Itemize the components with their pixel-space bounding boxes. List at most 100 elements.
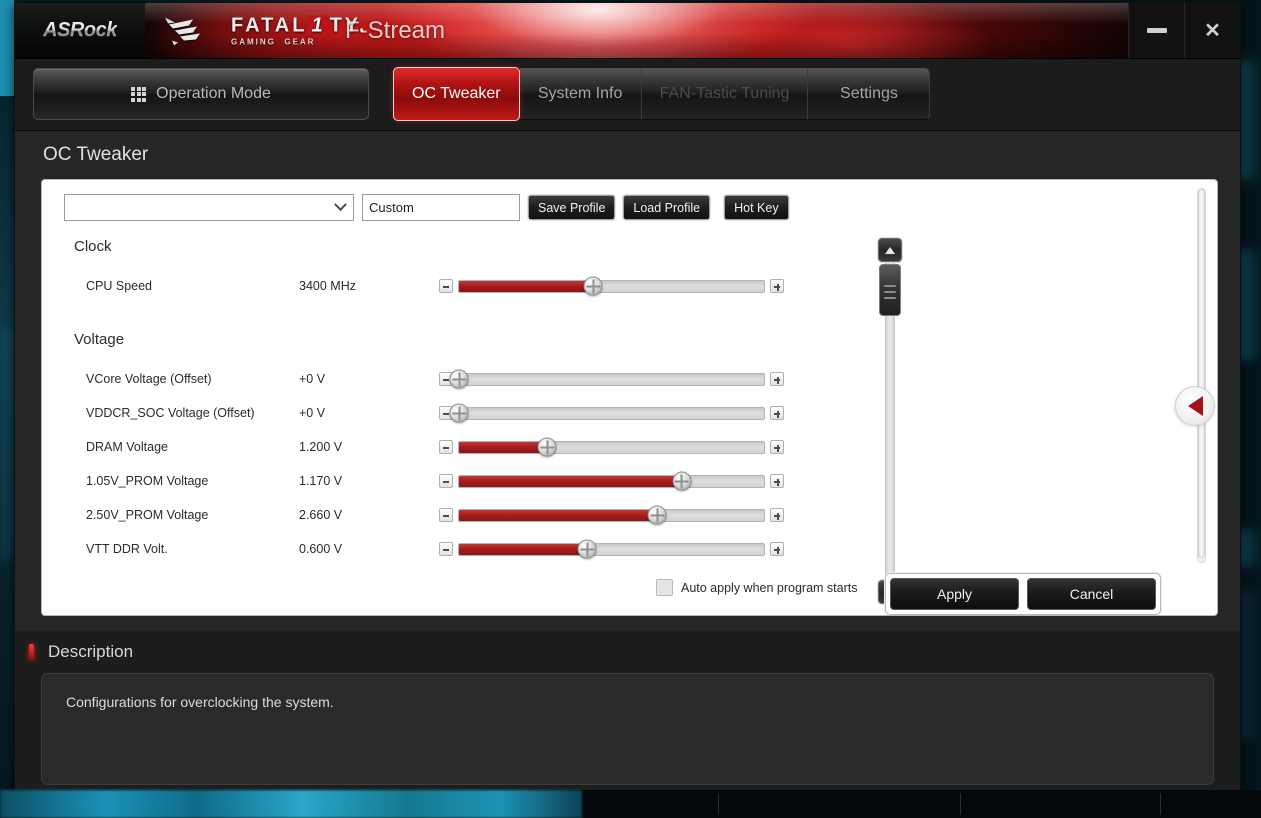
grid-icon	[131, 86, 147, 102]
slider-knob[interactable]	[537, 437, 557, 457]
tab-system-info-label: System Info	[537, 84, 623, 102]
close-icon: ✕	[1204, 19, 1221, 42]
profile-name-input[interactable]	[362, 194, 520, 221]
setting-label: DRAM Voltage	[86, 440, 168, 454]
cancel-button[interactable]: Cancel	[1027, 578, 1156, 610]
save-profile-button[interactable]: Save Profile	[528, 195, 616, 220]
setting-slider[interactable]	[439, 369, 784, 389]
setting-slider[interactable]	[439, 539, 784, 559]
slider-decrement-button[interactable]	[439, 440, 453, 454]
slider-decrement-button[interactable]	[439, 508, 453, 522]
tab-oc-tweaker[interactable]: OC Tweaker	[393, 67, 520, 121]
slider-track[interactable]	[458, 437, 765, 457]
setting-label: 2.50V_PROM Voltage	[86, 508, 209, 522]
scroll-up-button[interactable]	[878, 238, 902, 262]
fatality-mark-icon	[163, 16, 221, 46]
slider-increment-button[interactable]	[770, 372, 784, 386]
settings-scrollbar[interactable]	[878, 238, 902, 604]
slider-knob[interactable]	[647, 505, 667, 525]
section-heading: Clock	[74, 238, 112, 255]
slider-increment-button[interactable]	[770, 542, 784, 556]
profile-toolbar: Save Profile Load Profile Hot Key	[64, 194, 789, 221]
setting-value: 1.200 V	[299, 440, 343, 454]
chevron-down-icon	[334, 198, 347, 212]
auto-apply-checkbox[interactable]: Auto apply when program starts	[656, 579, 857, 596]
minimize-button[interactable]	[1128, 3, 1184, 58]
slider-track[interactable]	[458, 471, 765, 491]
description-text: Configurations for overclocking the syst…	[41, 673, 1214, 785]
setting-label: VDDCR_SOC Voltage (Offset)	[86, 406, 255, 420]
minimize-icon	[1146, 28, 1167, 33]
slider-increment-button[interactable]	[770, 406, 784, 420]
tab-fan-tastic-tuning: FAN-Tastic Tuning	[641, 68, 809, 120]
load-profile-button[interactable]: Load Profile	[623, 195, 711, 220]
slider-knob[interactable]	[577, 539, 597, 559]
asrock-wordmark: ASRock	[43, 19, 117, 41]
fatality-subtitle: GAMING GEAR	[231, 37, 316, 46]
slider-decrement-button[interactable]	[439, 542, 453, 556]
auto-apply-label: Auto apply when program starts	[681, 580, 858, 595]
tab-operation-mode-label: Operation Mode	[156, 85, 271, 102]
slider-increment-button[interactable]	[770, 508, 784, 522]
setting-row: DRAM Voltage 1.200 V	[42, 430, 870, 464]
settings-scroll-area: Clock CPU Speed 3400 MHz Voltage VCore Volta…	[42, 232, 870, 584]
main-panel-container: Save Profile Load Profile Hot Key Clock C…	[15, 179, 1240, 629]
page-title: OC Tweaker	[15, 131, 1240, 179]
tab-system-info[interactable]: System Info	[519, 68, 642, 120]
setting-slider[interactable]	[439, 437, 784, 457]
slider-knob[interactable]	[583, 276, 603, 296]
tab-group: OC Tweaker System Info FAN-Tastic Tuning…	[393, 67, 931, 122]
oc-tweaker-panel: Save Profile Load Profile Hot Key Clock C…	[41, 179, 1218, 616]
setting-value: 2.660 V	[299, 508, 343, 522]
panel-scrollbar-track[interactable]	[1197, 188, 1206, 563]
slider-track[interactable]	[449, 369, 765, 389]
tab-operation-mode[interactable]: Operation Mode	[33, 68, 369, 120]
slider-track[interactable]	[458, 276, 765, 296]
panel-footer: Auto apply when program starts Apply Can…	[42, 567, 1217, 615]
slider-track[interactable]	[458, 505, 765, 525]
triangle-up-icon	[885, 246, 895, 254]
setting-value: 0.600 V	[299, 542, 343, 556]
slider-track[interactable]	[458, 539, 765, 559]
window-controls: ✕	[1128, 3, 1240, 58]
fatality-title: FATAL 1 TY.	[231, 14, 368, 36]
slider-increment-button[interactable]	[770, 279, 784, 293]
slider-fill	[459, 475, 682, 487]
panel-scrollbar[interactable]	[1194, 188, 1209, 563]
fatality-text: FATAL 1 TY. GAMING GEAR	[231, 15, 368, 46]
slider-decrement-button[interactable]	[439, 474, 453, 488]
setting-slider[interactable]	[439, 471, 784, 491]
slider-increment-button[interactable]	[770, 440, 784, 454]
hot-key-button[interactable]: Hot Key	[724, 195, 789, 220]
setting-row: 1.05V_PROM Voltage 1.170 V	[42, 464, 870, 498]
setting-label: VTT DDR Volt.	[86, 542, 168, 556]
setting-value: +0 V	[299, 406, 326, 420]
description-panel-container: Configurations for overclocking the syst…	[15, 673, 1240, 799]
setting-slider[interactable]	[439, 276, 784, 296]
apply-button[interactable]: Apply	[890, 578, 1019, 610]
setting-label: VCore Voltage (Offset)	[86, 372, 212, 386]
setting-row: CPU Speed 3400 MHz	[42, 269, 870, 303]
slider-knob[interactable]	[449, 403, 469, 423]
asrock-logo: ASRock	[15, 3, 145, 58]
slider-decrement-button[interactable]	[439, 279, 453, 293]
setting-value: 1.170 V	[299, 474, 343, 488]
slider-knob[interactable]	[672, 471, 692, 491]
settings-scrollbar-thumb[interactable]	[879, 264, 901, 316]
sidebar-expand-button[interactable]	[1175, 386, 1215, 426]
triangle-left-icon	[1187, 396, 1203, 416]
close-button[interactable]: ✕	[1184, 3, 1240, 58]
slider-increment-button[interactable]	[770, 474, 784, 488]
fstream-window: ASRock FATAL 1 TY. G	[14, 2, 1241, 800]
panel-scrollbar-thumb[interactable]	[1198, 189, 1205, 559]
setting-slider[interactable]	[439, 505, 784, 525]
profile-select[interactable]	[64, 194, 354, 221]
description-title: Description	[48, 641, 134, 661]
tab-settings[interactable]: Settings	[808, 68, 931, 120]
slider-fill	[459, 441, 548, 453]
slider-knob[interactable]	[449, 369, 469, 389]
setting-slider[interactable]	[439, 403, 784, 423]
checkbox-icon	[656, 579, 673, 596]
slider-track[interactable]	[449, 403, 765, 423]
